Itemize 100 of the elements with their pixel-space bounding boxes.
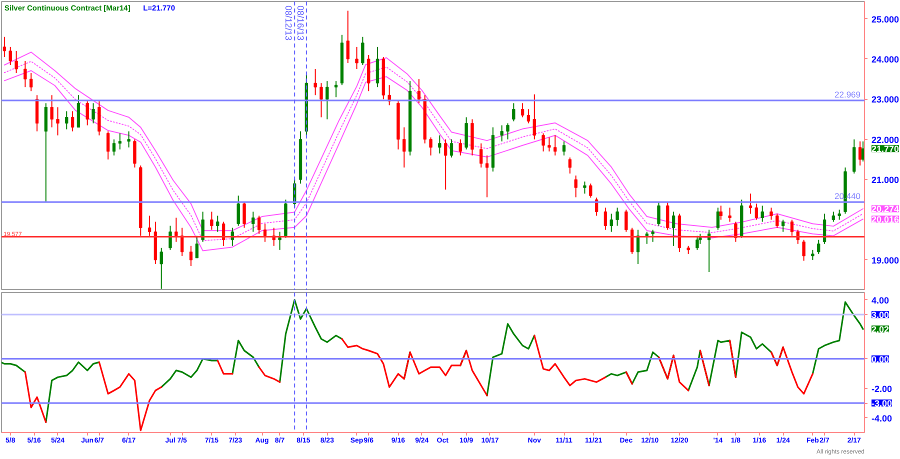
candlestick xyxy=(485,154,489,198)
y-tick-label: 24.000 xyxy=(872,54,900,64)
candlestick xyxy=(480,142,483,168)
candlestick xyxy=(728,207,732,222)
data-label: 20.016 xyxy=(872,214,900,225)
ref-line-label: 08/16/13 xyxy=(295,6,306,41)
candlestick xyxy=(30,72,33,92)
candlestick xyxy=(444,138,448,190)
candlestick xyxy=(334,80,338,98)
candlestick xyxy=(589,183,592,198)
candlestick xyxy=(568,156,572,174)
y-tick-label: 0.00 xyxy=(872,354,890,364)
candlestick xyxy=(748,193,752,214)
candlestick xyxy=(624,209,628,232)
candlestick xyxy=(417,78,421,104)
candlestick xyxy=(106,130,110,160)
ref-line-label: 22.969 xyxy=(834,89,861,100)
candlestick xyxy=(506,122,510,140)
candlestick xyxy=(696,235,699,250)
candlestick xyxy=(86,100,89,126)
data-label: 2.02 xyxy=(872,324,890,335)
candlestick xyxy=(802,239,806,262)
candlestick xyxy=(450,138,454,158)
candlestick xyxy=(242,201,246,228)
candlestick xyxy=(610,213,613,232)
candlestick xyxy=(355,46,358,70)
candlestick xyxy=(672,211,676,246)
candlestick xyxy=(2,36,6,58)
data-label: 20.274 xyxy=(872,204,900,214)
candlestick xyxy=(189,245,193,266)
candlestick xyxy=(174,217,178,242)
candlestick xyxy=(651,229,654,242)
candlestick xyxy=(361,36,364,66)
candlestick xyxy=(562,140,566,156)
y-tick-label: 25.000 xyxy=(872,14,900,24)
candlestick xyxy=(630,227,634,254)
candlestick xyxy=(770,207,773,220)
candlestick xyxy=(512,102,516,122)
candlestick xyxy=(326,80,329,120)
candlestick xyxy=(657,201,660,226)
candlestick xyxy=(236,195,240,226)
candlestick xyxy=(148,215,152,236)
candlestick xyxy=(14,50,18,74)
candlestick xyxy=(458,138,462,156)
candlestick xyxy=(782,219,785,232)
candlestick xyxy=(252,211,255,232)
y-tick-label: 23.000 xyxy=(872,94,900,105)
candlestick xyxy=(70,110,74,132)
candlestick xyxy=(429,136,432,156)
candlestick xyxy=(438,134,442,154)
candlestick xyxy=(548,136,551,152)
candlestick xyxy=(201,211,204,242)
candlestick xyxy=(8,46,12,66)
candlestick xyxy=(754,203,758,220)
candlestick xyxy=(210,211,214,230)
candlestick xyxy=(168,225,172,250)
y-tick-label: 22.000 xyxy=(872,134,900,145)
candlestick xyxy=(817,239,820,254)
candlestick xyxy=(346,10,350,64)
candlestick xyxy=(526,108,530,124)
candlestick xyxy=(112,138,116,156)
candlestick xyxy=(574,175,578,198)
candlestick xyxy=(604,207,608,230)
candlestick xyxy=(532,94,536,140)
candlestick xyxy=(716,207,720,230)
candlestick xyxy=(24,60,27,88)
y-tick-label: -4.00 xyxy=(872,413,892,424)
candlestick xyxy=(65,110,68,130)
candlestick xyxy=(216,215,220,232)
candlestick xyxy=(50,94,54,128)
candlestick xyxy=(811,249,814,260)
candlestick xyxy=(320,82,323,118)
candlestick xyxy=(500,124,504,142)
candlestick xyxy=(127,130,130,148)
candlestick xyxy=(118,132,122,150)
y-tick-label: 3.00 xyxy=(872,310,890,320)
candlestick xyxy=(160,247,163,290)
candlestick xyxy=(645,231,648,244)
candlestick xyxy=(832,211,835,222)
candlestick xyxy=(583,181,586,194)
candlestick xyxy=(666,201,670,230)
y-tick-label: -3.00 xyxy=(872,398,892,409)
candlestick xyxy=(616,207,619,226)
candlestick xyxy=(257,215,261,234)
candlestick xyxy=(520,102,524,118)
candlestick xyxy=(278,231,282,250)
candlestick xyxy=(263,223,267,242)
candlestick xyxy=(180,227,184,256)
y-tick-label: 21.000 xyxy=(872,175,900,186)
candlestick xyxy=(402,126,406,168)
candlestick xyxy=(554,134,557,156)
candlestick xyxy=(776,213,779,228)
candlestick xyxy=(56,106,60,136)
annotation: 21.770 xyxy=(872,144,900,154)
candlestick xyxy=(195,235,198,258)
candlestick xyxy=(838,209,841,220)
ref-line-label: 08/12/13 xyxy=(284,6,294,41)
candlestick xyxy=(760,205,764,222)
candlestick xyxy=(790,219,794,236)
candlestick xyxy=(92,102,95,124)
